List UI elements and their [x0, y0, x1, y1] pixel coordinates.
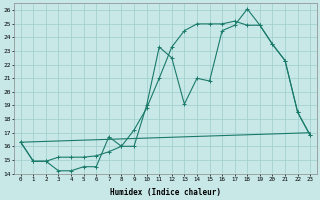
X-axis label: Humidex (Indice chaleur): Humidex (Indice chaleur): [110, 188, 221, 197]
